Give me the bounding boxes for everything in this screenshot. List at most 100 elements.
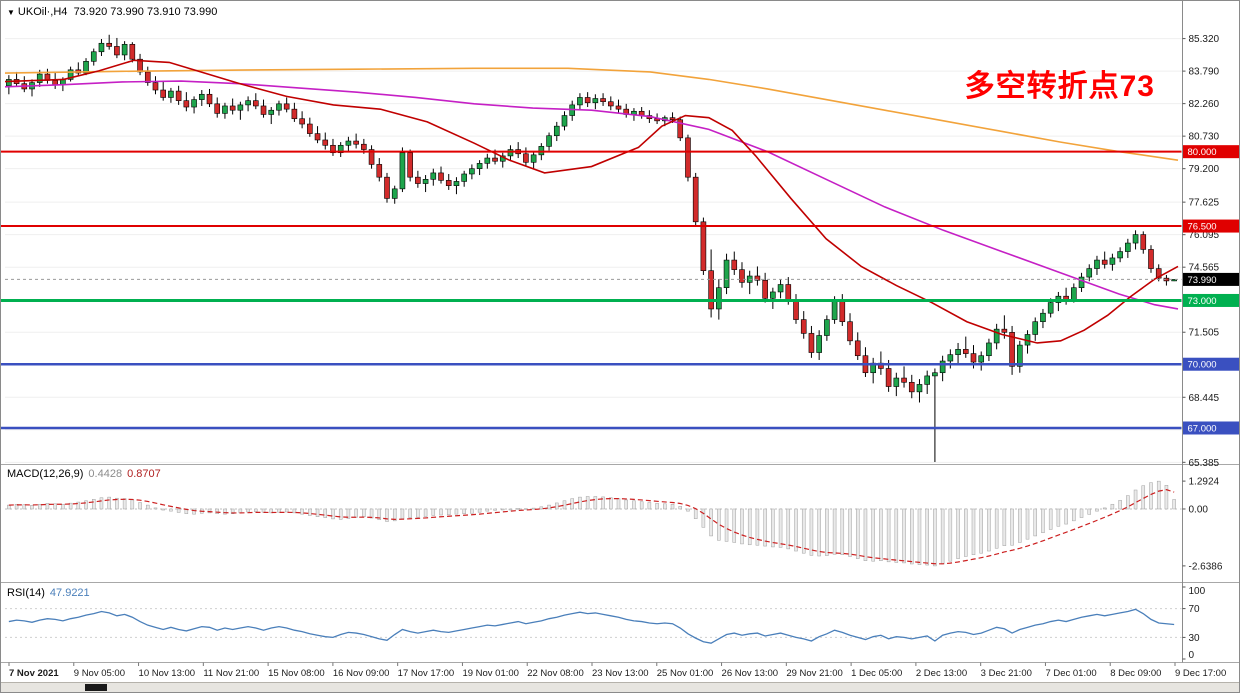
rsi-tick-label: 0 [1189,650,1195,661]
macd-histogram-bar [871,508,875,562]
time-tick-label: 7 Nov 2021 [9,668,59,679]
candle-up [1109,253,1116,271]
candle-up [469,164,475,180]
candle-down [754,266,761,286]
candle-up [1032,317,1039,341]
candle-up [461,170,467,187]
candle-down [862,347,869,377]
time-tick-label: 16 Nov 09:00 [333,668,390,679]
macd-histogram-bar [246,508,250,513]
symbol-dropdown-icon[interactable]: ▼ [7,8,15,17]
rsi-name: RSI(14) [7,587,45,599]
macd-histogram-bar [1164,485,1169,510]
symbol-ohlc-label: ▼ UKOil·,H4 73.920 73.990 73.910 73.990 [7,6,217,18]
macd-histogram-bar [53,503,57,510]
candle-up [592,94,599,110]
candle-up [777,279,784,299]
candle-down [445,173,452,190]
moving-averages [4,59,1179,344]
ma-slow-line [4,67,1179,161]
candle-up [198,90,205,106]
price-tick-label: 83.790 [1189,67,1220,78]
candle-down [114,37,120,59]
macd-histogram-bar [964,508,968,557]
candle-down [638,107,645,119]
macd-histogram-bar [22,504,27,510]
price-tick-label: 85.320 [1189,34,1220,45]
candle-up [916,379,923,403]
macd-histogram-bar [99,497,104,510]
candle-down [291,102,298,122]
candle-down [808,325,815,358]
rsi-indicator-label: RSI(14) 47.9221 [7,587,90,599]
macd-histogram-bar [786,508,791,550]
candle-down [962,336,969,358]
time-axis: 7 Nov 2021 9 Nov 05:00 10 Nov 13:00 11 Nov … [8,662,1226,679]
macd-histogram-bar [724,508,729,542]
scrollbar-thumb[interactable] [85,684,107,691]
time-tick-label: 7 Dec 01:00 [1045,668,1096,679]
macd-histogram-bar [609,497,613,510]
candle-down [206,88,213,108]
macd-histogram-bar [192,508,196,515]
macd-histogram-bar [863,508,868,561]
price-tick-label: 79.200 [1189,164,1220,175]
macd-histogram-bar [122,498,127,510]
macd-histogram-bar [369,508,374,519]
macd-histogram-bar [1156,480,1161,510]
candle-down [353,133,359,149]
macd-histogram-bar [1010,508,1014,546]
candle-down [144,66,151,86]
candle-up [986,338,992,362]
time-tick-label: 2 Dec 13:00 [916,668,967,679]
time-tick-label: 23 Nov 13:00 [592,668,649,679]
macd-histogram-bar [547,504,551,510]
rsi-tick-label: 70 [1189,604,1201,615]
candle-up [476,160,483,176]
macd-histogram-bar [130,499,135,510]
macd-histogram-bar [153,507,158,510]
candle-down [1140,231,1147,254]
time-tick-label: 25 Nov 01:00 [657,668,714,679]
candle-down [376,158,383,182]
macd-histogram-bar [408,508,412,518]
macd-tick-label: 1.2924 [1189,477,1220,488]
macd-histogram-bar [1126,495,1130,510]
time-tick-label: 9 Nov 05:00 [74,668,125,679]
macd-histogram-bar [771,508,775,548]
macd-histogram-bar [994,508,999,549]
ohlc-values: 73.920 73.990 73.910 73.990 [73,6,218,18]
macd-histogram-bar [578,496,582,510]
macd-histogram-bar [1110,503,1115,510]
candle-down [523,147,529,167]
macd-histogram-bar [284,508,289,513]
candle-down [762,272,768,303]
macd-histogram-bar [362,508,366,517]
annotation-text[interactable]: 多空转折点73 [964,70,1155,103]
rsi-pane [5,608,1182,644]
macd-histogram-bar [215,508,219,514]
macd-histogram-bar [686,508,690,512]
macd-histogram-bar [855,508,860,559]
macd-histogram-bar [400,508,405,519]
macd-histogram-bar [501,508,505,511]
macd-histogram-bar [655,503,659,510]
macd-histogram-bar [1149,482,1153,510]
macd-histogram-bar [176,508,181,513]
candle-down [692,172,699,227]
macd-histogram-bar [562,500,567,510]
macd-histogram-bar [1056,508,1061,527]
horizontal-scrollbar[interactable] [1,682,1239,692]
candle-down [260,99,267,118]
macd-histogram-bar [848,508,852,557]
candle-up [168,87,174,103]
price-tick-label: 65.385 [1189,458,1220,469]
candle-up [222,102,228,119]
candle-up [723,253,730,295]
candle-up [1086,264,1093,282]
current-price-tag [1183,272,1239,286]
candle-down [731,251,738,275]
candle-down [700,217,707,275]
macd-histogram-bar [68,502,73,510]
